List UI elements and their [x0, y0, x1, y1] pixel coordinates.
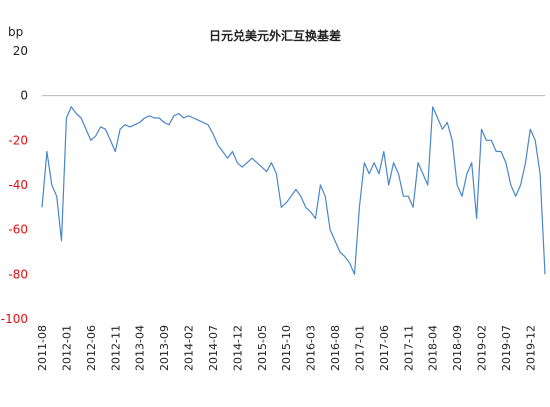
x-tick-label: 2019-02	[476, 325, 489, 371]
x-tick-label: 2012-01	[60, 325, 73, 371]
x-tick-label: 2015-05	[256, 325, 269, 371]
x-tick-label: 2013-04	[134, 325, 147, 371]
x-tick-label: 2016-03	[305, 325, 318, 371]
y-tick-label: 0	[20, 89, 28, 103]
x-tick-label: 2014-02	[183, 325, 196, 371]
x-tick-label: 2018-04	[427, 325, 440, 371]
chart-title: 日元兑美元外汇互换基差	[209, 28, 341, 43]
x-tick-label: 2014-12	[231, 325, 244, 371]
x-tick-label: 2013-09	[158, 325, 171, 371]
y-tick-label: -20	[8, 133, 28, 147]
x-tick-label: 2019-12	[524, 325, 537, 371]
x-tick-label: 2014-07	[207, 325, 220, 371]
x-tick-label: 2017-11	[402, 325, 415, 371]
x-axis-tick-labels: 2011-08 2012-01 2012-06 2012-11 2013-04 2013-…	[36, 325, 537, 371]
y-tick-label: -60	[8, 223, 28, 237]
y-tick-label: -40	[8, 178, 28, 192]
x-tick-label: 2012-11	[109, 325, 122, 371]
x-tick-label: 2017-06	[378, 325, 391, 371]
x-tick-label: 2018-09	[451, 325, 464, 371]
x-tick-label: 2019-07	[500, 325, 513, 371]
x-tick-label: 2017-01	[353, 325, 366, 371]
y-tick-label: -100	[1, 312, 28, 326]
y-tick-label: 20	[13, 44, 28, 58]
x-tick-label: 2016-08	[329, 325, 342, 371]
y-tick-label: -80	[8, 267, 28, 281]
x-tick-label: 2015-10	[280, 325, 293, 371]
y-axis-tick-labels: 20 0 -20 -40 -60 -80 -100	[1, 44, 28, 326]
series-line-jpy-usd-basis	[41, 106, 546, 275]
x-tick-label: 2012-06	[85, 325, 98, 371]
x-tick-label: 2011-08	[36, 325, 49, 371]
y-axis-unit-label: bp	[8, 25, 23, 39]
